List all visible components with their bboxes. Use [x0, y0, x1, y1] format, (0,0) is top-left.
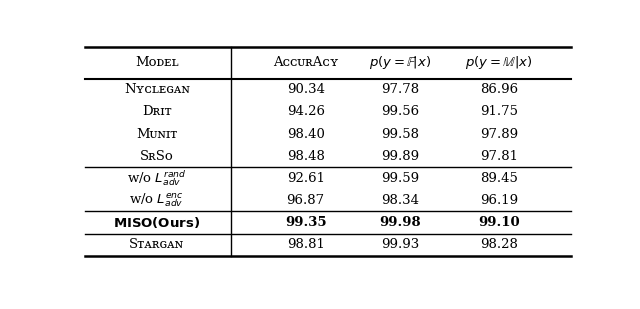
Text: 99.98: 99.98: [379, 216, 420, 229]
Text: 99.59: 99.59: [381, 172, 419, 185]
Text: 92.61: 92.61: [287, 172, 324, 185]
Text: 98.40: 98.40: [287, 128, 324, 141]
Text: 99.58: 99.58: [381, 128, 419, 141]
Text: 99.93: 99.93: [381, 238, 419, 251]
Text: 97.89: 97.89: [480, 128, 518, 141]
Text: w/o $L_{adv}^{rand}$: w/o $L_{adv}^{rand}$: [127, 168, 187, 188]
Text: Dʀɪᴛ: Dʀɪᴛ: [142, 105, 172, 118]
Text: Mᴜɴɪᴛ: Mᴜɴɪᴛ: [136, 128, 177, 141]
Text: 86.96: 86.96: [480, 83, 518, 96]
Text: AᴄᴄᴜʀAᴄʏ: AᴄᴄᴜʀAᴄʏ: [273, 56, 339, 69]
Text: $p(y = \mathbb{F}|x)$: $p(y = \mathbb{F}|x)$: [369, 54, 431, 71]
Text: 96.87: 96.87: [287, 194, 324, 207]
Text: 96.19: 96.19: [480, 194, 518, 207]
Text: 98.28: 98.28: [480, 238, 518, 251]
Text: $p(y = \mathbb{M}|x)$: $p(y = \mathbb{M}|x)$: [465, 54, 533, 71]
Text: $\mathbf{MISO(Ours)}$: $\mathbf{MISO(Ours)}$: [113, 215, 200, 230]
Text: Sᴛᴀʀɢᴀɴ: Sᴛᴀʀɢᴀɴ: [129, 238, 184, 251]
Text: 90.34: 90.34: [287, 83, 324, 96]
Text: 99.89: 99.89: [381, 150, 419, 163]
Text: 89.45: 89.45: [480, 172, 518, 185]
Text: w/o $L_{adv}^{enc}$: w/o $L_{adv}^{enc}$: [129, 192, 184, 209]
Text: Nʏᴄʟᴇɢᴀɴ: Nʏᴄʟᴇɢᴀɴ: [124, 83, 190, 96]
Text: 99.10: 99.10: [478, 216, 520, 229]
Text: 99.35: 99.35: [285, 216, 326, 229]
Text: 99.56: 99.56: [381, 105, 419, 118]
Text: 98.48: 98.48: [287, 150, 324, 163]
Text: 97.78: 97.78: [381, 83, 419, 96]
Text: Mᴏᴅᴇʟ: Mᴏᴅᴇʟ: [135, 56, 179, 69]
Text: 91.75: 91.75: [480, 105, 518, 118]
Text: 97.81: 97.81: [480, 150, 518, 163]
Text: 98.81: 98.81: [287, 238, 324, 251]
Text: 94.26: 94.26: [287, 105, 324, 118]
Text: 98.34: 98.34: [381, 194, 419, 207]
Text: SʀSᴏ: SʀSᴏ: [140, 150, 173, 163]
